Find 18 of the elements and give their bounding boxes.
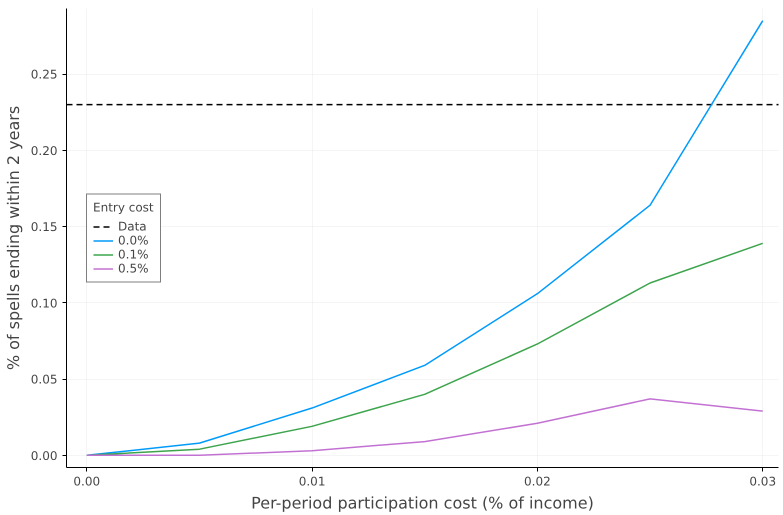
line-series: [86, 398, 764, 456]
x-tick-label: 0.02: [524, 474, 551, 488]
y-tick-label: 0.20: [30, 144, 58, 158]
y-tick-label: 0.15: [30, 220, 58, 234]
legend-title: Entry cost: [93, 200, 154, 214]
legend-label: Data: [118, 219, 147, 233]
y-tick-label: 0.00: [30, 448, 58, 463]
x-tick-label: 0.00: [73, 474, 100, 488]
x-axis-title: Per-period participation cost (% of income): [251, 494, 594, 512]
legend-label: 0.5%: [118, 261, 148, 275]
x-tick-label: 0.01: [298, 474, 326, 488]
y-tick-label: 0.25: [30, 68, 58, 82]
y-axis-title: % of spells ending within 2 years: [4, 106, 23, 370]
legend-label: 0.0%: [118, 233, 148, 247]
y-tick-label: 0.05: [30, 372, 58, 387]
y-tick-label: 0.10: [30, 296, 58, 310]
x-tick-label: 0.03: [749, 474, 776, 488]
legend-label: 0.1%: [118, 247, 148, 261]
